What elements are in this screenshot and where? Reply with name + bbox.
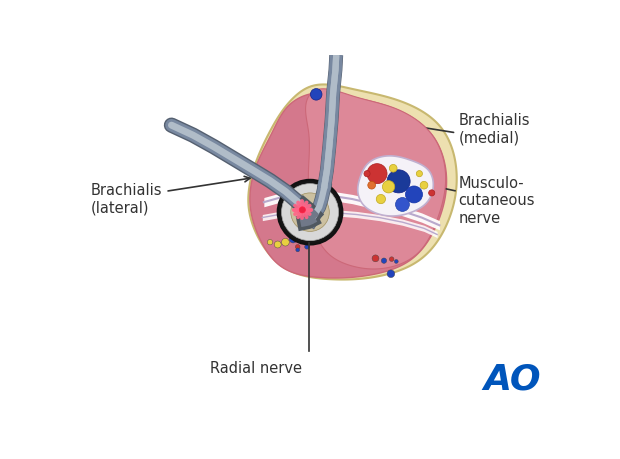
Text: Brachialis
(medial): Brachialis (medial) — [459, 113, 530, 145]
Circle shape — [376, 195, 386, 204]
Text: AO: AO — [483, 362, 541, 396]
Circle shape — [387, 270, 395, 278]
Circle shape — [383, 180, 395, 193]
Circle shape — [281, 184, 339, 241]
Text: Radial nerve: Radial nerve — [210, 361, 302, 376]
Text: Musculo-
cutaneous
nerve: Musculo- cutaneous nerve — [459, 176, 535, 225]
Circle shape — [315, 235, 321, 240]
Circle shape — [299, 238, 306, 244]
Circle shape — [372, 255, 379, 262]
Circle shape — [389, 164, 397, 172]
Circle shape — [405, 186, 422, 203]
Polygon shape — [250, 93, 446, 278]
Circle shape — [281, 238, 290, 246]
Circle shape — [416, 171, 422, 177]
Circle shape — [367, 164, 387, 184]
Circle shape — [290, 235, 297, 243]
Polygon shape — [306, 89, 446, 269]
Circle shape — [420, 181, 428, 189]
Circle shape — [278, 180, 342, 245]
Text: Brachialis
(lateral): Brachialis (lateral) — [91, 183, 162, 215]
Circle shape — [295, 245, 300, 249]
Circle shape — [274, 241, 281, 248]
Polygon shape — [358, 156, 433, 216]
FancyBboxPatch shape — [301, 204, 319, 222]
Circle shape — [396, 197, 409, 212]
Circle shape — [389, 257, 394, 262]
Circle shape — [267, 240, 273, 245]
Circle shape — [394, 259, 398, 263]
Circle shape — [387, 170, 410, 193]
Circle shape — [381, 258, 387, 263]
Circle shape — [304, 245, 309, 249]
Circle shape — [296, 248, 299, 252]
Circle shape — [299, 207, 306, 213]
Polygon shape — [248, 84, 457, 280]
Circle shape — [428, 190, 435, 196]
Circle shape — [368, 181, 376, 189]
Circle shape — [364, 171, 370, 177]
Circle shape — [311, 89, 322, 100]
Circle shape — [307, 236, 313, 242]
Circle shape — [291, 193, 329, 231]
